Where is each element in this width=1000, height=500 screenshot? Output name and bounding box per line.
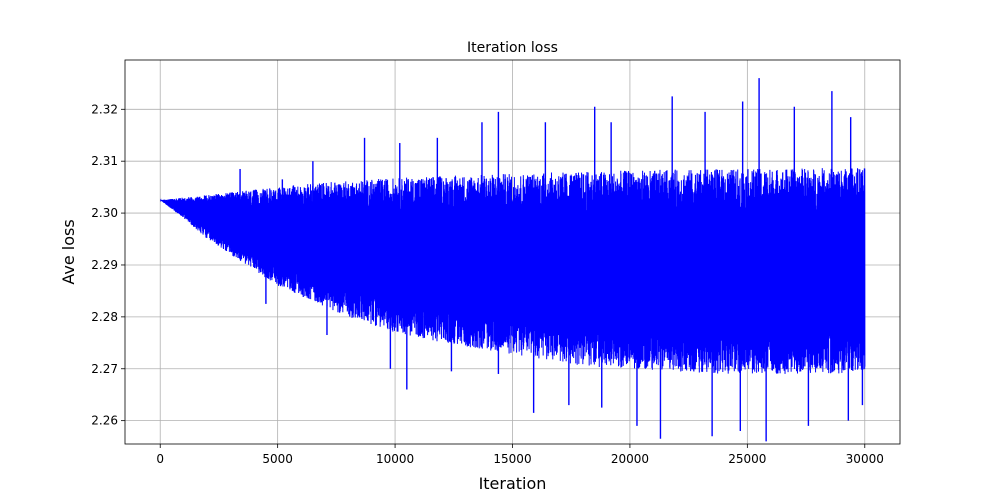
- x-tick-label: 30000: [846, 452, 884, 466]
- x-tick-label: 10000: [376, 452, 414, 466]
- x-tick-label: 20000: [611, 452, 649, 466]
- plot-area: [160, 78, 866, 442]
- x-tick-label: 15000: [493, 452, 531, 466]
- loss-series-line: [160, 168, 866, 374]
- y-axis: 2.26 2.27 2.28 2.29 2.30 2.31 2.32: [91, 102, 125, 428]
- y-tick-label: 2.31: [91, 154, 118, 168]
- y-tick-label: 2.28: [91, 310, 118, 324]
- y-axis-label: Ave loss: [59, 219, 78, 284]
- chart-title: Iteration loss: [467, 40, 558, 56]
- y-tick-label: 2.30: [91, 206, 118, 220]
- x-tick-label: 25000: [728, 452, 766, 466]
- y-tick-label: 2.32: [91, 102, 118, 116]
- x-axis-label: Iteration: [479, 474, 547, 493]
- x-tick-label: 5000: [262, 452, 293, 466]
- y-tick-label: 2.26: [91, 414, 118, 428]
- y-tick-label: 2.27: [91, 362, 118, 376]
- y-tick-label: 2.29: [91, 258, 118, 272]
- x-axis: 0 5000 10000 15000 20000 25000 30000: [156, 444, 884, 466]
- x-tick-label: 0: [156, 452, 164, 466]
